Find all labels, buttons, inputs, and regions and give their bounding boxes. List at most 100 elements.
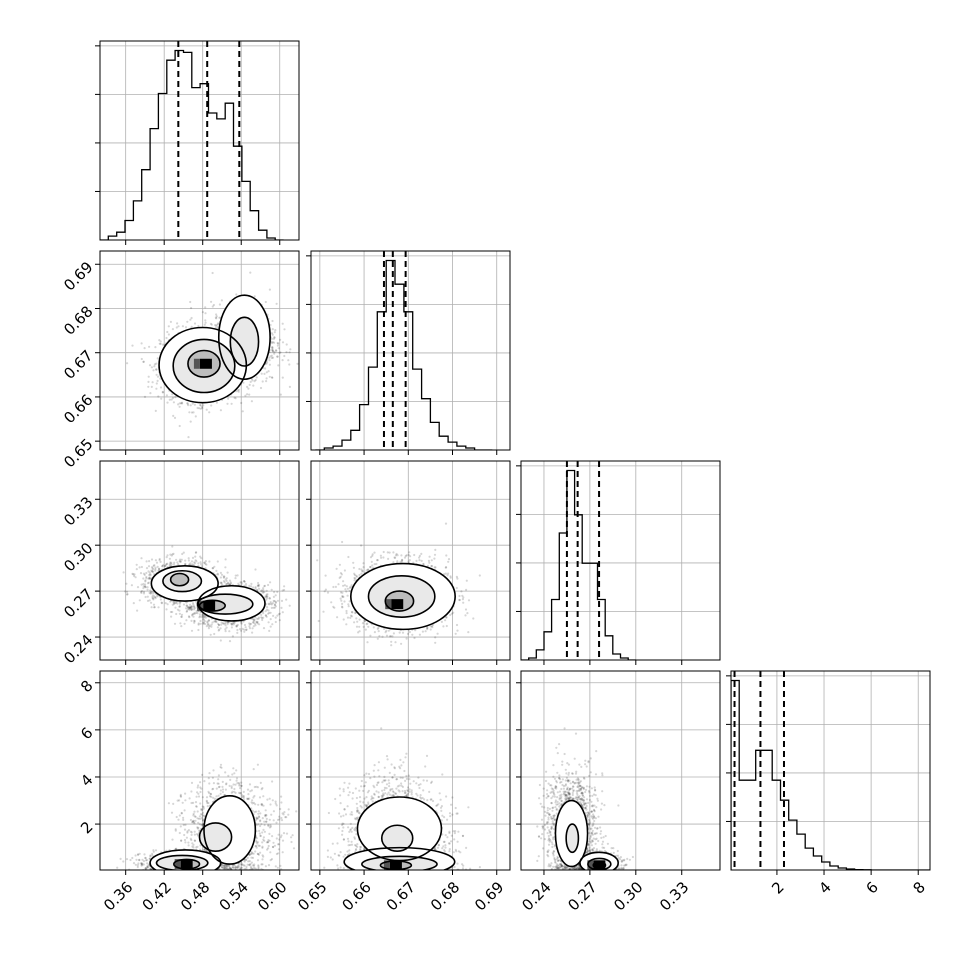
scatter-point — [168, 398, 171, 401]
scatter-point — [144, 583, 147, 586]
scatter-point — [255, 620, 258, 624]
scatter-point — [276, 355, 279, 358]
contour-line-mid — [229, 316, 260, 367]
scatter-point — [270, 603, 273, 606]
scatter-point — [146, 586, 149, 589]
scatter-point — [199, 622, 202, 625]
scatter-point — [235, 625, 238, 628]
scatter-point — [268, 356, 271, 359]
scatter-point — [164, 602, 167, 605]
scatter-point — [202, 616, 205, 620]
scatter-point — [269, 618, 272, 621]
scatter-point — [199, 403, 202, 407]
scatter-point — [154, 559, 157, 562]
scatter-point — [146, 582, 150, 585]
scatter-point — [262, 587, 265, 590]
scatter-point — [240, 629, 243, 632]
axes-frame — [310, 250, 511, 451]
scatter-point — [140, 557, 143, 560]
scatter-point — [271, 348, 274, 351]
scatter-point — [159, 560, 162, 564]
scatter-point — [176, 602, 179, 605]
density-contours — [158, 294, 271, 404]
scatter-point — [201, 615, 205, 618]
scatter-point — [176, 608, 179, 611]
scatter-point — [213, 632, 216, 636]
scatter-point — [228, 621, 231, 624]
scatter-point — [180, 625, 183, 628]
scatter-point — [262, 589, 265, 592]
scatter-point — [235, 293, 238, 296]
scatter-point — [281, 376, 284, 379]
scatter-point — [223, 575, 226, 578]
scatter-point — [193, 611, 196, 615]
scatter-point — [151, 381, 154, 384]
scatter-point — [230, 402, 233, 405]
scatter-point — [204, 616, 207, 619]
scatter-point — [204, 562, 207, 566]
scatter-point — [242, 620, 245, 623]
scatter-point — [155, 382, 158, 385]
scatter-point — [133, 574, 136, 578]
scatter-point — [273, 341, 276, 344]
scatter-point — [178, 602, 181, 605]
scatter-point — [142, 587, 145, 590]
scatter-point — [209, 322, 212, 325]
scatter-point — [140, 590, 143, 593]
scatter-point — [234, 397, 237, 400]
scatter-point — [276, 590, 279, 594]
scatter-point — [270, 376, 274, 379]
scatter-point — [199, 404, 202, 407]
scatter-point — [217, 622, 220, 626]
scatter-point — [271, 346, 274, 349]
scatter-point — [158, 559, 161, 562]
scatter-point — [207, 619, 210, 622]
scatter-point — [222, 622, 225, 625]
scatter-point — [253, 622, 257, 625]
scatter-point — [214, 619, 217, 623]
scatter-point — [148, 364, 152, 367]
scatter-point — [281, 359, 284, 362]
scatter-point — [204, 560, 207, 563]
scatter-point — [271, 350, 274, 353]
scatter-point — [142, 585, 145, 588]
scatter-point — [214, 316, 217, 319]
scatter-point — [188, 606, 191, 609]
scatter-point — [231, 622, 234, 625]
scatter-point — [280, 606, 283, 610]
scatter-point — [220, 621, 223, 624]
scatter-point — [172, 414, 175, 417]
scatter-point — [156, 379, 159, 382]
scatter-point — [188, 563, 191, 566]
scatter-point — [168, 557, 171, 560]
scatter-point — [192, 563, 195, 567]
scatter-point — [180, 401, 184, 404]
scatter-point — [192, 608, 196, 611]
scatter-point — [225, 577, 228, 580]
scatter-point — [207, 619, 211, 622]
scatter-point — [171, 603, 174, 606]
scatter-point — [270, 588, 273, 591]
scatter-point — [170, 561, 173, 565]
scatter-point — [165, 394, 168, 397]
scatter-point — [193, 607, 196, 610]
scatter-point — [135, 563, 138, 566]
scatter-point — [278, 612, 281, 615]
scatter-point — [169, 561, 172, 564]
scatter-point — [272, 606, 275, 609]
scatter-point — [260, 589, 263, 592]
scatter-point — [255, 376, 258, 379]
scatter-point — [148, 591, 151, 595]
scatter-point — [236, 574, 239, 577]
scatter-point — [263, 372, 266, 375]
scatter-point — [148, 599, 151, 602]
scatter-point — [278, 619, 281, 622]
scatter-point — [190, 629, 194, 632]
scatter-point — [254, 378, 257, 382]
scatter-point — [268, 359, 271, 362]
scatter-point — [287, 359, 290, 362]
scatter-point — [275, 349, 278, 352]
scatter-point — [151, 590, 154, 593]
scatter-point — [152, 568, 155, 571]
scatter-point — [169, 562, 172, 565]
